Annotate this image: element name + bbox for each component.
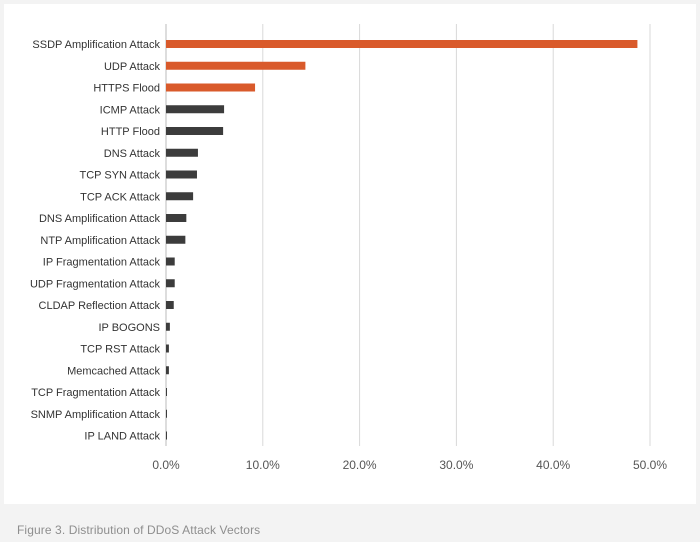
- category-label: UDP Fragmentation Attack: [30, 278, 161, 290]
- bar: [166, 192, 194, 201]
- x-tick-label: 20.0%: [343, 458, 377, 472]
- category-label: CLDAP Reflection Attack: [39, 300, 161, 312]
- bar: [166, 301, 174, 309]
- chart-card: 0.0% 10.0% 20.0% 30.0% 40.0% 50.0% SSDP Amplif…: [4, 4, 696, 504]
- category-label: TCP Fragmentation Attack: [31, 387, 160, 399]
- category-label: HTTPS Flood: [93, 83, 160, 95]
- bar: [166, 366, 169, 375]
- x-tick-label: 10.0%: [246, 458, 280, 472]
- bar: [166, 148, 198, 157]
- category-label: DNS Attack: [104, 148, 161, 160]
- bar: [166, 279, 175, 288]
- x-tick-label: 30.0%: [439, 458, 473, 472]
- category-label: TCP SYN Attack: [80, 170, 161, 182]
- bar: [166, 235, 186, 244]
- bar: [166, 61, 306, 70]
- category-label: Memcached Attack: [67, 365, 160, 377]
- bar: [166, 127, 224, 135]
- bar: [166, 388, 167, 396]
- x-tick-label: 50.0%: [633, 458, 667, 472]
- bar: [166, 409, 167, 418]
- bar: [166, 344, 169, 353]
- bar-chart: 0.0% 10.0% 20.0% 30.0% 40.0% 50.0% SSDP Amplif…: [30, 24, 667, 472]
- bar: [166, 170, 197, 179]
- x-tick-label: 40.0%: [536, 458, 570, 472]
- category-label: SSDP Amplification Attack: [32, 39, 160, 51]
- bar: [166, 257, 175, 266]
- x-tick-label: 0.0%: [152, 458, 180, 472]
- category-label: TCP RST Attack: [80, 344, 160, 356]
- bar: [166, 322, 170, 331]
- category-label: SNMP Amplification Attack: [31, 409, 161, 421]
- category-label: IP LAND Attack: [84, 431, 160, 443]
- figure-caption: Figure 3. Distribution of DDoS Attack Ve…: [17, 523, 261, 537]
- category-label: ICMP Attack: [100, 104, 161, 116]
- category-label: DNS Amplification Attack: [39, 213, 161, 225]
- bar: [166, 40, 638, 48]
- bar: [166, 431, 167, 440]
- category-label: TCP ACK Attack: [80, 191, 160, 203]
- bar: [166, 83, 256, 92]
- category-label: HTTP Flood: [101, 126, 160, 138]
- bar: [166, 214, 187, 222]
- category-label: IP BOGONS: [98, 322, 160, 334]
- bar: [166, 105, 225, 114]
- category-label: UDP Attack: [104, 61, 161, 73]
- category-label: NTP Amplification Attack: [40, 235, 160, 247]
- category-label: IP Fragmentation Attack: [43, 257, 161, 269]
